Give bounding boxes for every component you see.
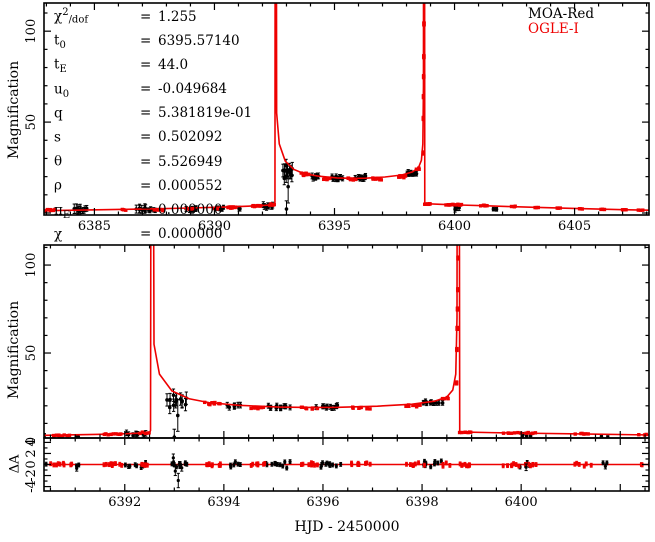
y-tick-label: 4 — [24, 438, 39, 446]
bottom-moa-data-points — [44, 388, 610, 438]
y-tick-label: -2 — [24, 469, 39, 482]
x-tick-label: 6394 — [207, 495, 240, 510]
x-tick-label: 6385 — [78, 219, 111, 234]
top-tick-labels: 6385 6390 6395 6400 6405 50 100 — [24, 19, 591, 234]
y-tick-label: 50 — [24, 114, 39, 131]
bottom-tick-labels: 0 50 100 — [24, 253, 39, 445]
top-panel-axes — [43, 2, 650, 216]
bottom-ogle-data-points — [51, 255, 648, 438]
bottom-panel-axes — [43, 244, 650, 439]
y-tick-label: 100 — [24, 253, 39, 278]
x-tick-label: 6395 — [318, 219, 351, 234]
y-tick-label: 50 — [24, 345, 39, 362]
y-tick-label: -4 — [24, 480, 39, 493]
x-tick-label: 6398 — [406, 495, 439, 510]
top-ogle-data-points — [44, 21, 645, 213]
y-tick-label: 2 — [24, 449, 39, 457]
x-tick-label: 6400 — [438, 219, 471, 234]
x-tick-label: 6405 — [558, 219, 591, 234]
x-tick-label: 6400 — [505, 495, 538, 510]
x-tick-label: 6390 — [198, 219, 231, 234]
residual-points — [44, 453, 649, 489]
y-tick-label: 0 — [24, 437, 39, 445]
y-tick-label: 100 — [24, 19, 39, 44]
residual-panel-axes — [43, 437, 650, 492]
y-tick-label: 0 — [24, 460, 39, 468]
x-tick-label: 6396 — [306, 495, 339, 510]
x-tick-label: 6392 — [108, 495, 141, 510]
